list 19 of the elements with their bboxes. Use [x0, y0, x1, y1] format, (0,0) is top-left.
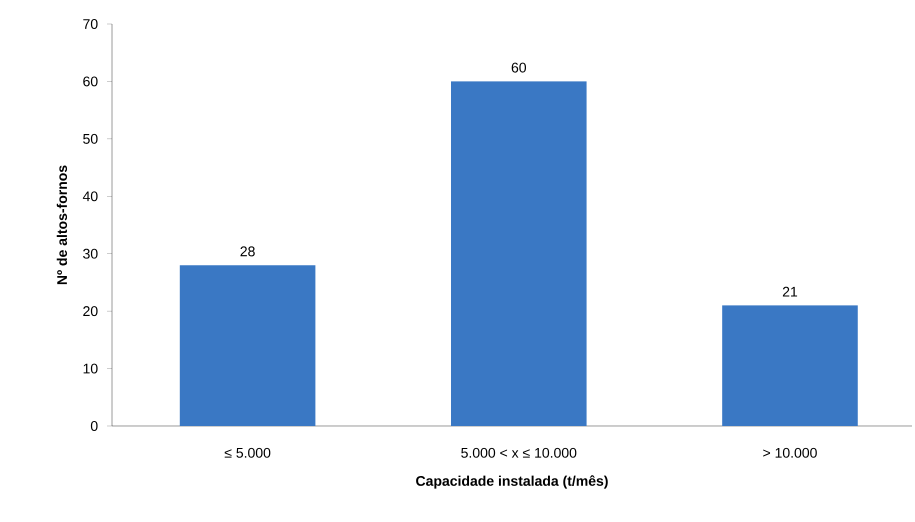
y-tick-label: 30 — [83, 248, 98, 259]
x-tick-label: 5.000 < x ≤ 10.000 — [461, 448, 576, 458]
y-axis-title: Nº de altos-fornos — [56, 165, 68, 284]
y-tick-label: 40 — [82, 191, 98, 202]
y-tick-label: 20 — [83, 306, 98, 316]
y-tick-label: 10 — [84, 364, 98, 374]
data-label: 21 — [782, 286, 798, 297]
x-tick-label: > 10.000 — [763, 448, 817, 458]
y-tick-label: 70 — [83, 19, 98, 29]
data-label: 60 — [512, 62, 526, 73]
y-tick-label: 60 — [83, 76, 98, 86]
y-tick-label: 50 — [83, 134, 98, 144]
x-axis-title: Capacidade instalada (t/mês) — [416, 475, 608, 489]
y-tick-label: 0 — [90, 421, 98, 431]
x-tick-label: ≤ 5.000 — [224, 448, 270, 458]
data-label: 28 — [240, 246, 255, 256]
bar — [450, 81, 587, 426]
bar — [722, 305, 858, 426]
bar — [180, 265, 316, 426]
